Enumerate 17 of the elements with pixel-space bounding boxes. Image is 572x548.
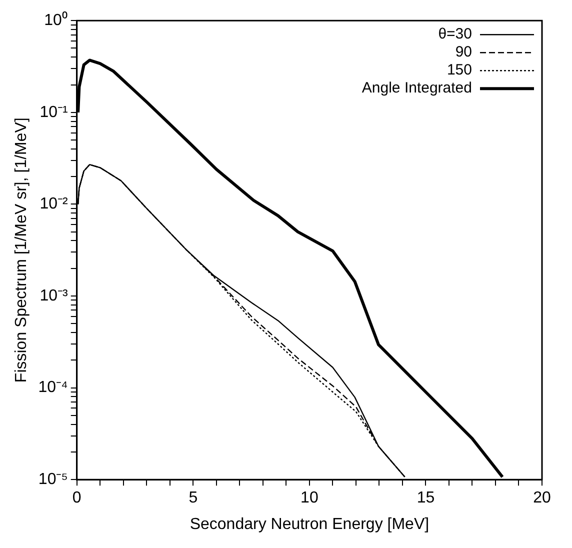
x-tick-label: 0 (72, 490, 82, 507)
legend-label: θ=30 (438, 26, 472, 43)
legend-label: Angle Integrated (362, 80, 472, 97)
y-tick-label: 10⁻³ (40, 287, 69, 304)
y-tick-label: 10⁻² (40, 196, 69, 213)
legend-label: 150 (446, 62, 472, 79)
y-axis-title: Fission Spectrum [1/MeV sr], [1/MeV] (13, 118, 30, 383)
x-tick-label: 5 (188, 490, 198, 507)
y-tick-label: 10⁻⁴ (38, 379, 68, 396)
y-tick-label: 10⁰ (44, 11, 68, 30)
y-tick-label: 10⁻¹ (40, 104, 68, 121)
x-tick-label: 10 (300, 490, 318, 507)
y-tick-label: 10⁻⁵ (38, 471, 68, 488)
x-tick-label: 20 (533, 490, 551, 507)
x-axis-title: Secondary Neutron Energy [MeV] (190, 516, 430, 533)
x-tick-label: 15 (416, 490, 435, 507)
legend-label: 90 (455, 44, 472, 61)
